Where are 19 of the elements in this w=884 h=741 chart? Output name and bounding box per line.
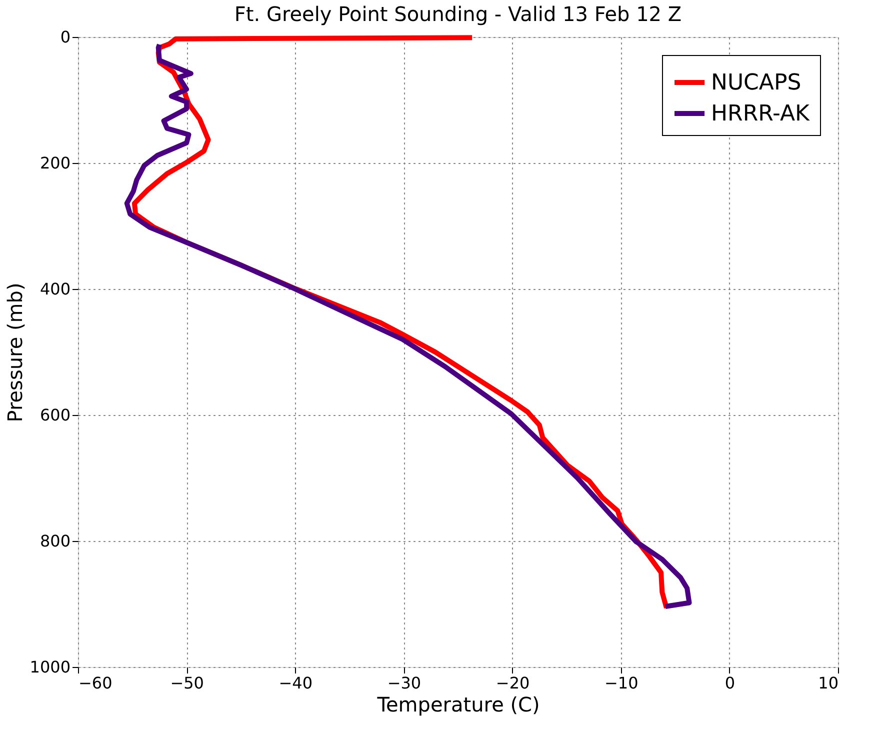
x-tick-label: −30 (387, 674, 422, 692)
y-tick-label: 400 (40, 280, 70, 298)
chart-title: Ft. Greely Point Sounding - Valid 13 Feb 12 Z (234, 2, 682, 26)
x-tick-label: 0 (724, 674, 736, 692)
legend-label: HRRR-AK (711, 102, 810, 126)
x-tick-label: −20 (496, 674, 530, 692)
x-tick-label: −10 (604, 674, 638, 692)
y-axis-title: Pressure (mb) (2, 282, 27, 422)
y-tick-label: 200 (40, 154, 70, 172)
x-tick-label: −60 (78, 674, 112, 692)
y-tick-label: 800 (40, 532, 70, 550)
y-tick-label: 600 (40, 406, 70, 424)
x-tick-label: −40 (278, 674, 313, 692)
x-tick-label: 10 (818, 674, 838, 692)
x-tick-label: −50 (170, 674, 204, 692)
y-tick-label: 0 (60, 28, 70, 46)
legend-label: NUCAPS (711, 70, 802, 96)
y-tick-label: 1000 (30, 658, 70, 676)
x-axis-title: Temperature (C) (376, 692, 540, 716)
